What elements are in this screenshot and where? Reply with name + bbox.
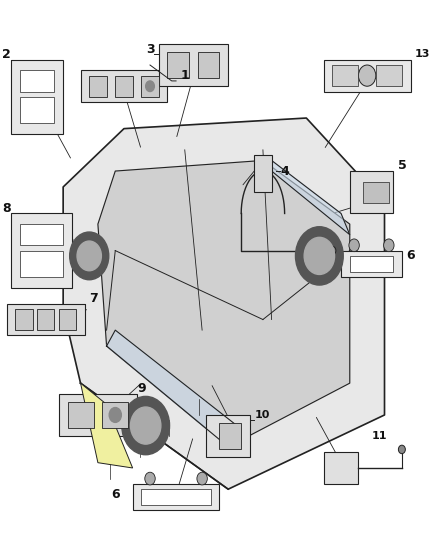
- Text: 8: 8: [2, 201, 11, 215]
- Text: 7: 7: [89, 292, 98, 305]
- Bar: [81, 70, 167, 102]
- Bar: [159, 44, 228, 86]
- Circle shape: [109, 408, 121, 422]
- Text: 10: 10: [254, 410, 270, 420]
- Bar: [102, 402, 128, 428]
- Bar: [341, 251, 402, 277]
- Circle shape: [399, 445, 405, 454]
- Bar: [350, 256, 393, 272]
- Circle shape: [70, 232, 109, 280]
- Circle shape: [349, 239, 359, 252]
- Bar: [219, 423, 241, 449]
- Bar: [141, 489, 211, 505]
- Polygon shape: [81, 383, 133, 468]
- Circle shape: [296, 227, 343, 285]
- Bar: [37, 309, 54, 330]
- Bar: [133, 484, 219, 511]
- Circle shape: [358, 65, 376, 86]
- Polygon shape: [272, 160, 350, 235]
- Circle shape: [145, 472, 155, 485]
- Bar: [67, 402, 94, 428]
- Circle shape: [146, 81, 154, 92]
- Bar: [363, 182, 389, 203]
- Text: 6: 6: [111, 488, 120, 501]
- Bar: [332, 65, 358, 86]
- Bar: [11, 214, 72, 288]
- Text: 5: 5: [398, 159, 406, 172]
- Bar: [206, 415, 250, 457]
- Bar: [198, 52, 219, 78]
- Bar: [20, 224, 63, 245]
- Circle shape: [77, 241, 101, 271]
- Text: 13: 13: [415, 50, 430, 59]
- Text: 9: 9: [137, 382, 145, 395]
- Text: 3: 3: [146, 43, 154, 55]
- Text: 6: 6: [406, 249, 415, 262]
- Bar: [115, 76, 133, 97]
- Polygon shape: [106, 330, 237, 447]
- Bar: [20, 251, 63, 277]
- Circle shape: [122, 397, 170, 455]
- Text: 4: 4: [280, 165, 289, 177]
- Circle shape: [131, 407, 161, 444]
- Circle shape: [197, 472, 207, 485]
- Bar: [167, 52, 189, 78]
- Bar: [324, 452, 358, 484]
- Circle shape: [329, 246, 336, 255]
- Bar: [20, 70, 54, 92]
- Bar: [59, 309, 76, 330]
- Circle shape: [384, 239, 394, 252]
- Bar: [376, 65, 402, 86]
- Bar: [15, 309, 33, 330]
- Circle shape: [304, 237, 335, 274]
- Text: 1: 1: [180, 69, 189, 82]
- Text: 2: 2: [2, 48, 11, 61]
- Bar: [141, 76, 159, 97]
- Text: 11: 11: [371, 432, 387, 441]
- Bar: [20, 97, 54, 123]
- Polygon shape: [63, 118, 385, 489]
- Bar: [89, 76, 106, 97]
- Bar: [254, 155, 272, 192]
- Bar: [324, 60, 410, 92]
- Bar: [11, 60, 63, 134]
- Bar: [7, 304, 85, 335]
- Polygon shape: [98, 160, 350, 447]
- Bar: [350, 171, 393, 214]
- Bar: [59, 394, 137, 436]
